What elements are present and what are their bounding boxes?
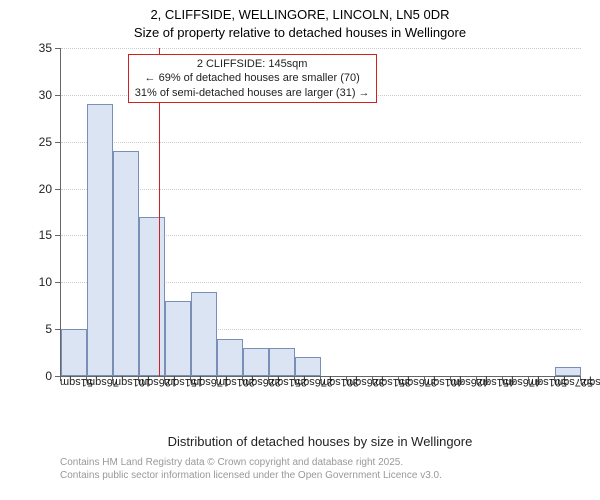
footer-attribution: Contains HM Land Registry data © Crown c…: [60, 456, 442, 482]
histogram-bar: [191, 292, 217, 376]
gridline: [61, 189, 581, 190]
histogram-bar: [295, 357, 321, 376]
annotation-line: 2 CLIFFSIDE: 145sqm: [135, 57, 370, 71]
y-tick-mark: [55, 95, 60, 96]
y-tick-label: 0: [22, 369, 52, 383]
y-tick-mark: [55, 329, 60, 330]
y-tick-label: 30: [22, 88, 52, 102]
y-tick-mark: [55, 282, 60, 283]
y-tick-mark: [55, 235, 60, 236]
annotation-box: 2 CLIFFSIDE: 145sqm← 69% of detached hou…: [128, 54, 377, 103]
histogram-bar: [555, 367, 581, 376]
y-tick-label: 15: [22, 228, 52, 242]
y-tick-label: 35: [22, 41, 52, 55]
y-tick-label: 10: [22, 275, 52, 289]
gridline: [61, 142, 581, 143]
chart-container: 2, CLIFFSIDE, WELLINGORE, LINCOLN, LN5 0…: [0, 0, 600, 500]
y-tick-mark: [55, 189, 60, 190]
histogram-bar: [61, 329, 87, 376]
title-address: 2, CLIFFSIDE, WELLINGORE, LINCOLN, LN5 0…: [0, 6, 600, 24]
footer-line1: Contains HM Land Registry data © Crown c…: [60, 456, 442, 469]
histogram-bar: [217, 339, 243, 376]
annotation-line: 31% of semi-detached houses are larger (…: [135, 86, 370, 100]
gridline: [61, 48, 581, 49]
x-axis-label: Distribution of detached houses by size …: [60, 434, 580, 449]
annotation-line: ← 69% of detached houses are smaller (70…: [135, 71, 370, 85]
footer-line2: Contains public sector information licen…: [60, 469, 442, 482]
chart-title: 2, CLIFFSIDE, WELLINGORE, LINCOLN, LN5 0…: [0, 0, 600, 41]
histogram-bar: [113, 151, 139, 376]
histogram-bar: [165, 301, 191, 376]
y-tick-label: 5: [22, 322, 52, 336]
y-tick-label: 25: [22, 135, 52, 149]
histogram-bar: [269, 348, 295, 376]
histogram-bar: [243, 348, 269, 376]
y-tick-mark: [55, 48, 60, 49]
y-tick-label: 20: [22, 182, 52, 196]
histogram-bar: [87, 104, 113, 376]
y-tick-mark: [55, 142, 60, 143]
histogram-bar: [139, 217, 165, 376]
title-subtitle: Size of property relative to detached ho…: [0, 24, 600, 42]
